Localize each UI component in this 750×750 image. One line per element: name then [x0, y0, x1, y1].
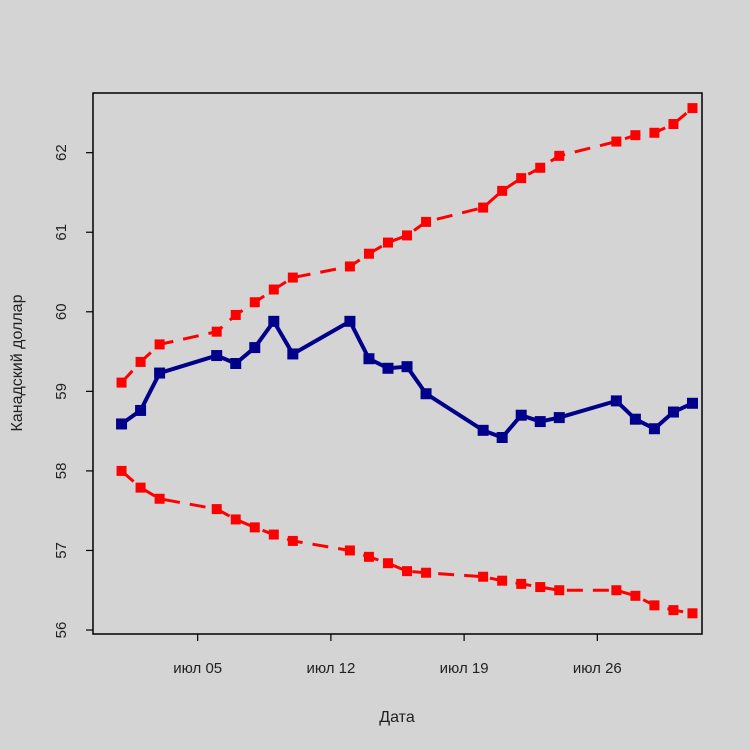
y-tick-label: 57	[53, 542, 70, 559]
data-point-lower	[478, 571, 489, 582]
plot-frame	[92, 92, 703, 635]
data-point-lower	[630, 590, 641, 601]
data-point-lower	[268, 529, 279, 540]
data-point-upper	[611, 136, 622, 147]
data-point-upper	[668, 119, 679, 130]
data-point-actual	[610, 395, 622, 407]
data-point-lower	[421, 567, 432, 578]
data-point-lower	[344, 545, 355, 556]
data-point-upper	[230, 309, 241, 320]
data-point-lower	[535, 582, 546, 593]
data-point-upper	[478, 202, 489, 213]
series-line-actual	[120, 319, 694, 440]
series-line-upper	[120, 106, 694, 384]
series-line-lower	[120, 469, 693, 615]
series-layer	[116, 103, 698, 619]
data-point-actual	[686, 397, 698, 409]
data-point-actual	[534, 416, 546, 428]
data-point-upper	[421, 216, 432, 227]
x-axis: июл 05 июл 12 июл 19 июл 26	[173, 634, 622, 677]
data-point-actual	[344, 315, 356, 327]
x-tick-label: июл 26	[573, 660, 622, 677]
data-point-upper	[135, 356, 146, 367]
data-point-lower	[230, 514, 241, 525]
y-tick-label: 62	[53, 144, 70, 161]
data-point-lower	[211, 504, 222, 515]
data-point-actual	[477, 424, 489, 436]
data-point-upper	[344, 261, 355, 272]
x-tick-label: июл 05	[173, 660, 222, 677]
data-point-actual	[648, 423, 660, 435]
data-point-lower	[516, 578, 527, 589]
data-point-lower	[363, 551, 374, 562]
data-point-actual	[135, 404, 147, 416]
data-point-actual	[515, 409, 527, 421]
data-point-upper	[382, 237, 393, 248]
data-point-lower	[649, 600, 660, 611]
x-tick-label: июл 12	[306, 660, 355, 677]
y-axis-label: Канадский доллар	[9, 294, 26, 431]
data-point-lower	[687, 608, 698, 619]
data-point-lower	[402, 566, 413, 577]
data-point-upper	[497, 185, 508, 196]
data-point-lower	[382, 558, 393, 569]
data-point-lower	[116, 465, 127, 476]
data-point-lower	[154, 493, 165, 504]
data-point-actual	[249, 342, 261, 354]
data-point-lower	[497, 575, 508, 586]
data-point-lower	[287, 535, 298, 546]
data-point-lower	[135, 482, 146, 493]
data-point-upper	[535, 162, 546, 173]
data-point-lower	[554, 585, 565, 596]
data-point-upper	[630, 130, 641, 141]
y-tick-label: 58	[53, 463, 70, 480]
data-point-upper	[402, 230, 413, 241]
data-point-lower	[249, 522, 260, 533]
data-point-actual	[629, 413, 641, 425]
data-point-actual	[116, 418, 128, 430]
y-tick-label: 60	[53, 303, 70, 320]
data-point-upper	[687, 103, 698, 114]
y-tick-label: 56	[53, 622, 70, 639]
data-point-lower	[611, 585, 622, 596]
data-point-upper	[211, 326, 222, 337]
y-tick-label: 59	[53, 383, 70, 400]
data-point-lower	[668, 605, 679, 616]
data-point-actual	[667, 406, 679, 418]
data-point-actual	[230, 358, 242, 369]
data-point-upper	[554, 150, 565, 161]
data-point-upper	[116, 377, 127, 388]
y-axis: 56 57 58 59 60 61 62	[53, 144, 93, 638]
data-point-upper	[154, 339, 165, 350]
data-point-upper	[249, 297, 260, 308]
data-point-actual	[287, 348, 299, 360]
data-point-actual	[382, 362, 394, 374]
data-point-actual	[401, 361, 413, 373]
data-point-actual	[363, 353, 375, 365]
data-point-actual	[154, 367, 166, 379]
data-point-actual	[420, 388, 432, 400]
data-point-upper	[287, 272, 298, 283]
data-point-upper	[516, 173, 527, 184]
y-tick-label: 61	[53, 224, 70, 241]
data-point-actual	[268, 315, 280, 327]
data-point-actual	[496, 431, 508, 443]
data-point-upper	[649, 127, 660, 138]
data-point-upper	[363, 248, 374, 259]
x-axis-label: Дата	[379, 709, 415, 726]
data-point-actual	[553, 412, 565, 424]
x-tick-label: июл 19	[440, 660, 489, 677]
data-point-upper	[268, 284, 279, 295]
data-point-actual	[211, 350, 223, 362]
